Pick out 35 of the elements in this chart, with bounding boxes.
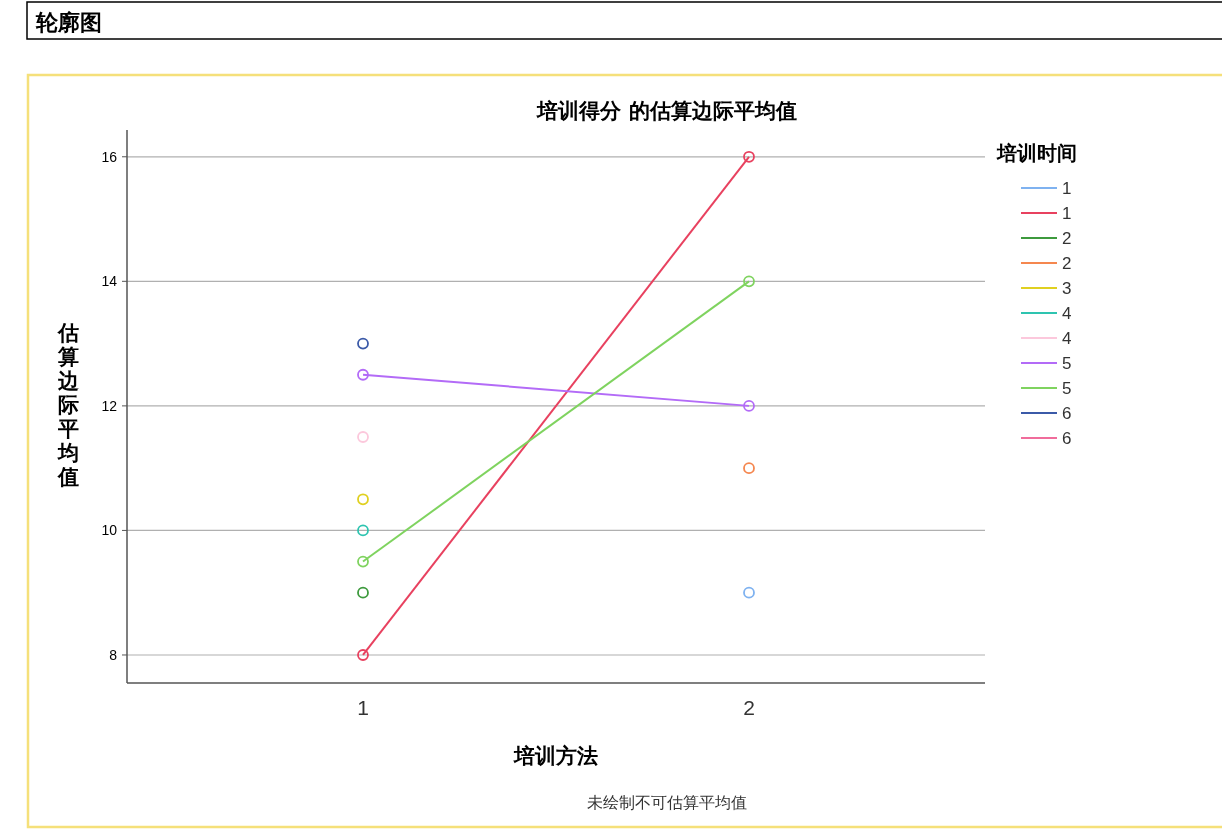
note: 未绘制不可估算平均值 [587,794,747,811]
legend-label: 6 [1062,429,1072,448]
point [743,462,755,475]
point [357,586,369,599]
point [357,337,369,350]
y-axis-title: 估算边际平均值 [56,320,80,489]
legend-label: 4 [1062,304,1072,323]
legend-label: 4 [1062,329,1072,348]
y-tick-label: 14 [101,273,118,290]
legend-label: 5 [1062,379,1072,398]
y-tick-label: 12 [101,397,118,414]
legend-label: 2 [1062,254,1072,273]
legend-label: 5 [1062,354,1072,373]
point [743,586,755,599]
point [357,368,369,381]
y-tick-label: 8 [109,646,118,663]
point [357,555,369,568]
legend-label: 3 [1062,279,1072,298]
chart-title: 培训得分 的估算边际平均值 [536,98,797,123]
legend-title: 培训时间 [996,141,1077,165]
legend-label: 1 [1062,179,1072,198]
legend-label: 6 [1062,404,1072,423]
point [743,275,755,288]
heading: 轮廓图 [36,9,102,35]
x-axis-title: 培训方法 [513,743,598,768]
point [743,399,755,412]
point [357,649,369,661]
point [743,150,755,163]
point [357,493,369,506]
point [357,431,369,443]
y-tick-label: 16 [101,148,118,165]
legend-label: 2 [1062,229,1072,248]
point [357,524,369,537]
legend-label: 1 [1062,204,1072,223]
y-tick-label: 10 [101,522,118,539]
